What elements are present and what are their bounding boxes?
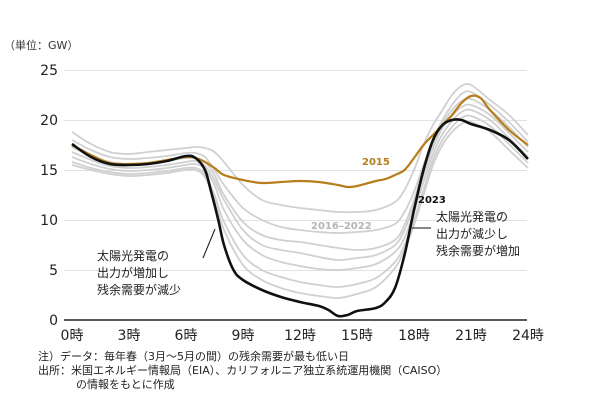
annotation-right-line-3: 残余需要が増加 <box>436 243 520 258</box>
y-tick-0: 0 <box>49 313 58 329</box>
annotation-right-line-2: 出力が減少し <box>436 226 508 241</box>
annotation-left-leader <box>202 228 216 259</box>
annotation-left-line-2: 出力が増加し <box>97 265 169 280</box>
chart: （単位：GW） 0 5 10 15 20 25 0時 3時 6時 9時 12時 … <box>4 38 544 344</box>
band-line-1 <box>71 82 529 214</box>
y-axis-ticks: 0 5 10 15 20 25 <box>40 63 58 329</box>
annotation-right: 太陽光発電の 出力が減少し 残余需要が増加 <box>436 209 520 258</box>
label-2015: 2015 <box>362 157 390 168</box>
annotation-right-line-1: 太陽光発電の <box>436 209 508 224</box>
y-tick-5: 5 <box>49 263 58 279</box>
data-note: 注）データ：毎年春（3月～5月の間）の残余需要が最も低い日 <box>38 350 349 363</box>
annotation-left: 太陽光発電の 出力が増加し 残余需要が減少 <box>97 248 181 297</box>
x-tick-21: 21時 <box>455 328 487 344</box>
label-2016-2022: 2016–2022 <box>311 221 372 232</box>
x-axis-ticks: 0時 3時 6時 9時 12時 15時 18時 21時 24時 <box>61 328 544 344</box>
source-line-2: の情報をもとに作成 <box>76 378 175 391</box>
x-tick-9: 9時 <box>232 328 255 344</box>
band-line-7 <box>71 120 529 299</box>
x-tick-15: 15時 <box>341 328 373 344</box>
unit-label: （単位：GW） <box>4 38 78 52</box>
x-tick-18: 18時 <box>398 328 430 344</box>
x-tick-6: 6時 <box>175 328 198 344</box>
y-tick-20: 20 <box>40 113 58 129</box>
y-tick-25: 25 <box>40 63 58 79</box>
annotation-left-line-3: 残余需要が減少 <box>97 282 181 297</box>
x-tick-3: 3時 <box>118 328 141 344</box>
y-tick-10: 10 <box>40 213 58 229</box>
label-2023: 2023 <box>418 195 446 206</box>
series-2023-line <box>71 118 529 318</box>
band-line-6 <box>71 114 529 288</box>
annotation-left-line-1: 太陽光発電の <box>97 248 169 263</box>
source-line-1: 出所：米国エネルギー情報局（EIA）、カリフォルニア独立系統運用機関（CAISO… <box>38 364 448 377</box>
band-line-2 <box>71 90 529 234</box>
chart-notes: 注）データ：毎年春（3月～5月の間）の残余需要が最も低い日 出所：米国エネルギー… <box>38 350 598 392</box>
x-tick-12: 12時 <box>284 328 316 344</box>
y-tick-15: 15 <box>40 163 58 179</box>
x-tick-24: 24時 <box>512 328 544 344</box>
x-tick-0: 0時 <box>61 328 84 344</box>
